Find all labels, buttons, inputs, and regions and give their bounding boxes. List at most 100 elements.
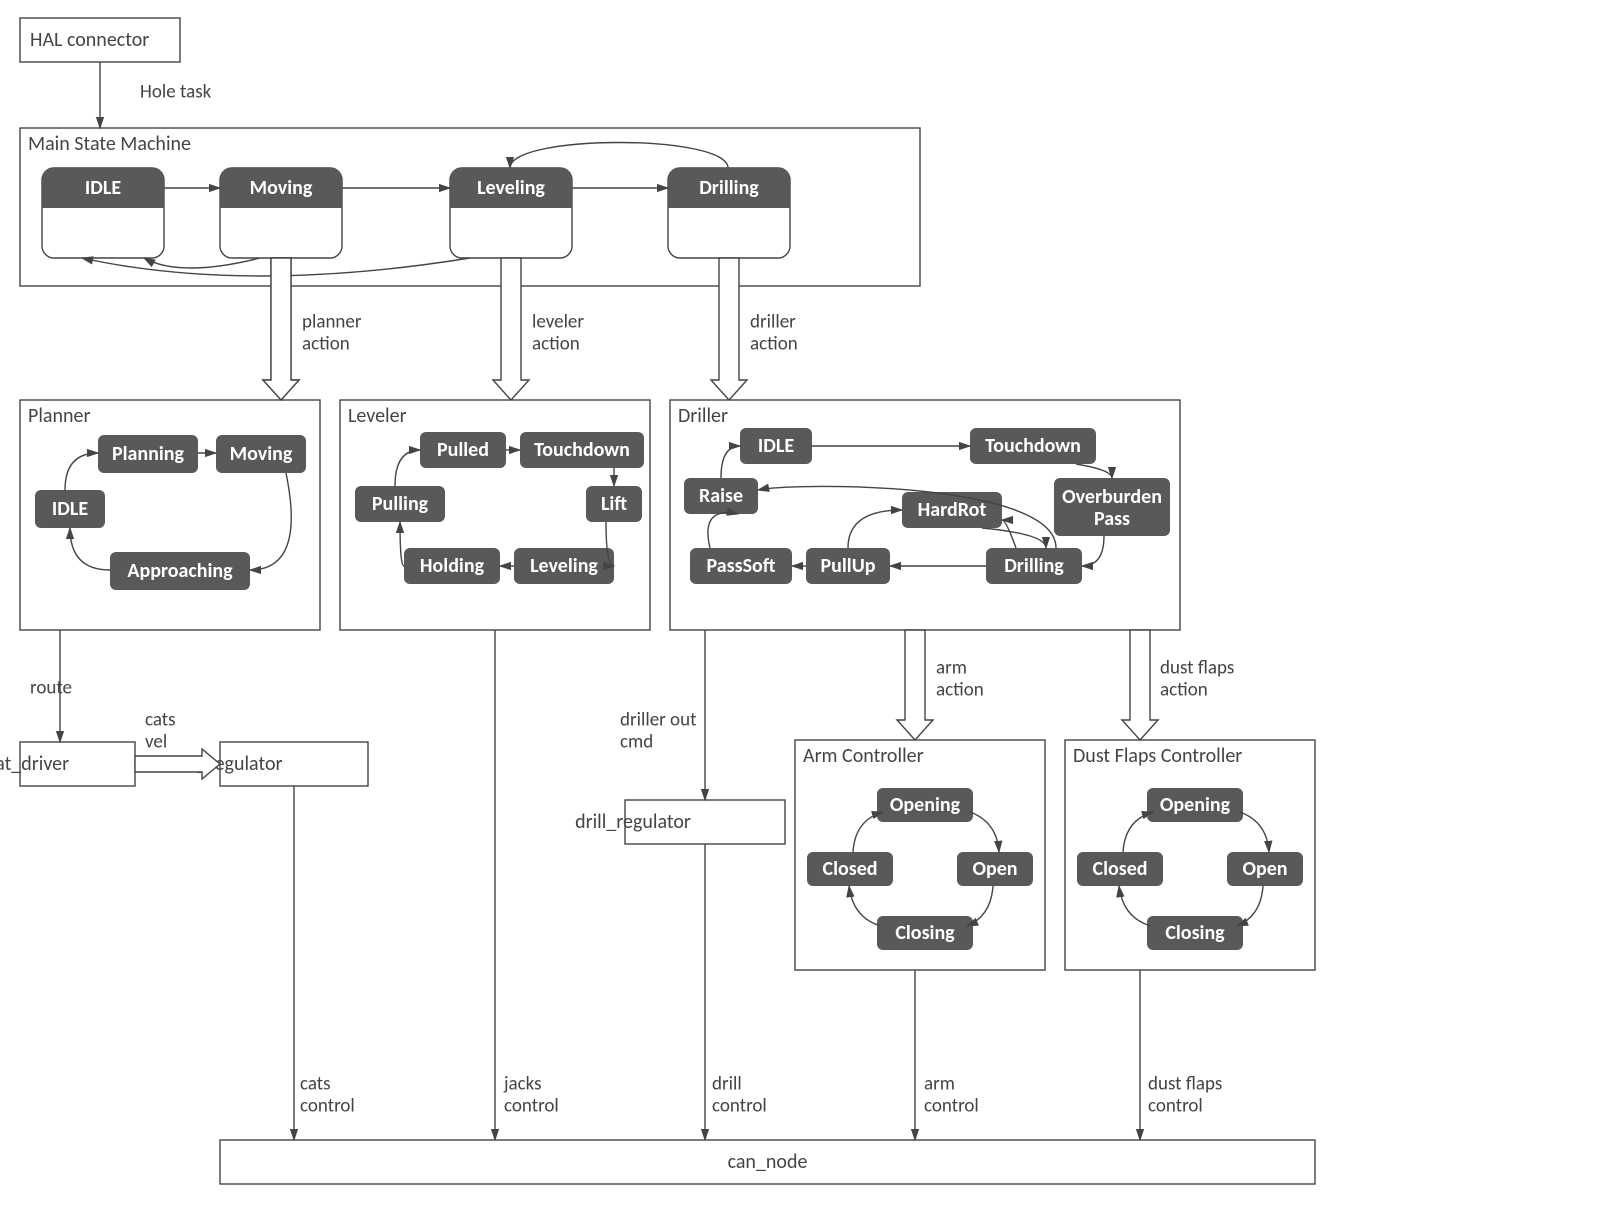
- arm-state-closing: Closing: [877, 916, 973, 950]
- svg-text:action: action: [936, 679, 984, 702]
- svg-text:Hole task: Hole task: [140, 81, 212, 104]
- leveler-state-lift: Lift: [586, 486, 642, 522]
- svg-text:cats: cats: [300, 1073, 331, 1096]
- dust-state-opening: Opening: [1147, 788, 1243, 822]
- svg-text:Planning: Planning: [112, 442, 185, 466]
- svg-text:Closed: Closed: [1092, 857, 1147, 881]
- svg-text:cats: cats: [145, 709, 176, 732]
- svg-text:Pass: Pass: [1094, 507, 1130, 531]
- svg-text:control: control: [1148, 1095, 1203, 1118]
- svg-text:Pulling: Pulling: [372, 492, 429, 516]
- svg-text:action: action: [1160, 679, 1208, 702]
- arm-state-open: Open: [957, 852, 1033, 886]
- msm-state-drilling: Drilling: [668, 168, 790, 258]
- svg-text:cmd: cmd: [620, 731, 653, 754]
- svg-text:Open: Open: [1242, 857, 1287, 881]
- svg-text:Closing: Closing: [1165, 921, 1225, 945]
- leveler-state-pulled: Pulled: [420, 432, 506, 468]
- svg-text:Drilling: Drilling: [1004, 554, 1064, 578]
- arm-state-opening: Opening: [877, 788, 973, 822]
- svg-text:Arm Controller: Arm Controller: [803, 744, 924, 768]
- msm-state-leveling: Leveling: [450, 168, 572, 258]
- svg-text:cat_driver: cat_driver: [0, 752, 69, 776]
- diagram-canvas: HAL connectorcat_drivercat_regulatordril…: [0, 0, 1600, 1209]
- svg-text:Driller: Driller: [678, 404, 728, 428]
- svg-text:Open: Open: [972, 857, 1017, 881]
- msm-state-moving: Moving: [220, 168, 342, 258]
- driller-state-overburden: OverburdenPass: [1054, 478, 1170, 536]
- svg-text:HardRot: HardRot: [918, 498, 987, 522]
- svg-text:driller: driller: [750, 311, 796, 334]
- planner-state-moving: Moving: [216, 435, 306, 473]
- svg-text:drill_regulator: drill_regulator: [575, 810, 691, 834]
- svg-text:arm: arm: [936, 657, 967, 680]
- leveler-state-pulling: Pulling: [355, 486, 445, 522]
- dust-state-closing: Closing: [1147, 916, 1243, 950]
- planner-state-idle: IDLE: [35, 490, 105, 528]
- svg-text:Leveler: Leveler: [348, 404, 407, 428]
- svg-text:Drilling: Drilling: [699, 176, 759, 200]
- svg-text:planner: planner: [302, 311, 362, 334]
- svg-text:Moving: Moving: [250, 176, 313, 200]
- svg-text:leveler: leveler: [532, 311, 584, 334]
- svg-text:Closing: Closing: [895, 921, 955, 945]
- driller-state-raise: Raise: [684, 478, 758, 514]
- svg-text:vel: vel: [145, 731, 167, 754]
- svg-text:driller out: driller out: [620, 709, 697, 732]
- planner-state-approaching: Approaching: [110, 552, 250, 590]
- svg-text:dust flaps: dust flaps: [1160, 657, 1234, 680]
- can_node-box: can_node: [220, 1140, 1315, 1184]
- svg-text:drill: drill: [712, 1073, 742, 1096]
- svg-text:Dust Flaps Controller: Dust Flaps Controller: [1073, 744, 1242, 768]
- svg-text:control: control: [300, 1095, 355, 1118]
- svg-text:action: action: [302, 333, 350, 356]
- svg-text:Planner: Planner: [28, 404, 90, 428]
- driller-state-touchdown: Touchdown: [970, 428, 1096, 464]
- svg-text:Touchdown: Touchdown: [534, 438, 630, 462]
- svg-text:Leveling: Leveling: [477, 176, 545, 200]
- svg-text:Lift: Lift: [601, 492, 627, 516]
- svg-text:Overburden: Overburden: [1062, 485, 1162, 509]
- arm-state-closed: Closed: [807, 852, 893, 886]
- svg-text:route: route: [30, 677, 72, 700]
- leveler-state-holding: Holding: [404, 548, 500, 584]
- svg-text:control: control: [504, 1095, 559, 1118]
- svg-text:PassSoft: PassSoft: [706, 554, 775, 578]
- svg-text:IDLE: IDLE: [758, 434, 794, 458]
- svg-text:arm: arm: [924, 1073, 955, 1096]
- dust-state-closed: Closed: [1077, 852, 1163, 886]
- svg-text:action: action: [750, 333, 798, 356]
- svg-text:dust flaps: dust flaps: [1148, 1073, 1222, 1096]
- svg-text:jacks: jacks: [503, 1073, 542, 1096]
- hal-box: HAL connector: [20, 18, 180, 62]
- drill_reg-box: drill_regulator: [575, 800, 785, 844]
- driller-state-hardrot: HardRot: [902, 492, 1002, 528]
- driller-state-idle: IDLE: [740, 428, 812, 464]
- svg-text:Leveling: Leveling: [530, 554, 598, 578]
- svg-text:Pulled: Pulled: [437, 438, 489, 462]
- svg-text:HAL connector: HAL connector: [30, 28, 149, 52]
- msm-state-idle: IDLE: [42, 168, 164, 258]
- cat_driver-box: cat_driver: [0, 742, 135, 786]
- svg-text:Main State Machine: Main State Machine: [28, 132, 191, 156]
- svg-text:IDLE: IDLE: [52, 497, 88, 521]
- leveler-state-touchdown: Touchdown: [520, 432, 644, 468]
- svg-text:Opening: Opening: [1160, 793, 1231, 817]
- svg-text:action: action: [532, 333, 580, 356]
- svg-text:Approaching: Approaching: [127, 559, 233, 583]
- svg-text:Touchdown: Touchdown: [985, 434, 1081, 458]
- dust-state-open: Open: [1227, 852, 1303, 886]
- svg-text:PullUp: PullUp: [821, 554, 876, 578]
- svg-text:Opening: Opening: [890, 793, 961, 817]
- svg-text:Closed: Closed: [822, 857, 877, 881]
- svg-text:can_node: can_node: [728, 1150, 808, 1174]
- svg-text:Moving: Moving: [230, 442, 293, 466]
- svg-text:control: control: [924, 1095, 979, 1118]
- driller-state-pullup: PullUp: [806, 548, 890, 584]
- svg-text:IDLE: IDLE: [85, 176, 121, 200]
- svg-text:Raise: Raise: [699, 484, 743, 508]
- driller-state-drilling: Drilling: [986, 548, 1082, 584]
- planner-state-planning: Planning: [98, 435, 198, 473]
- leveler-state-leveling: Leveling: [514, 548, 614, 584]
- svg-text:Holding: Holding: [420, 554, 485, 578]
